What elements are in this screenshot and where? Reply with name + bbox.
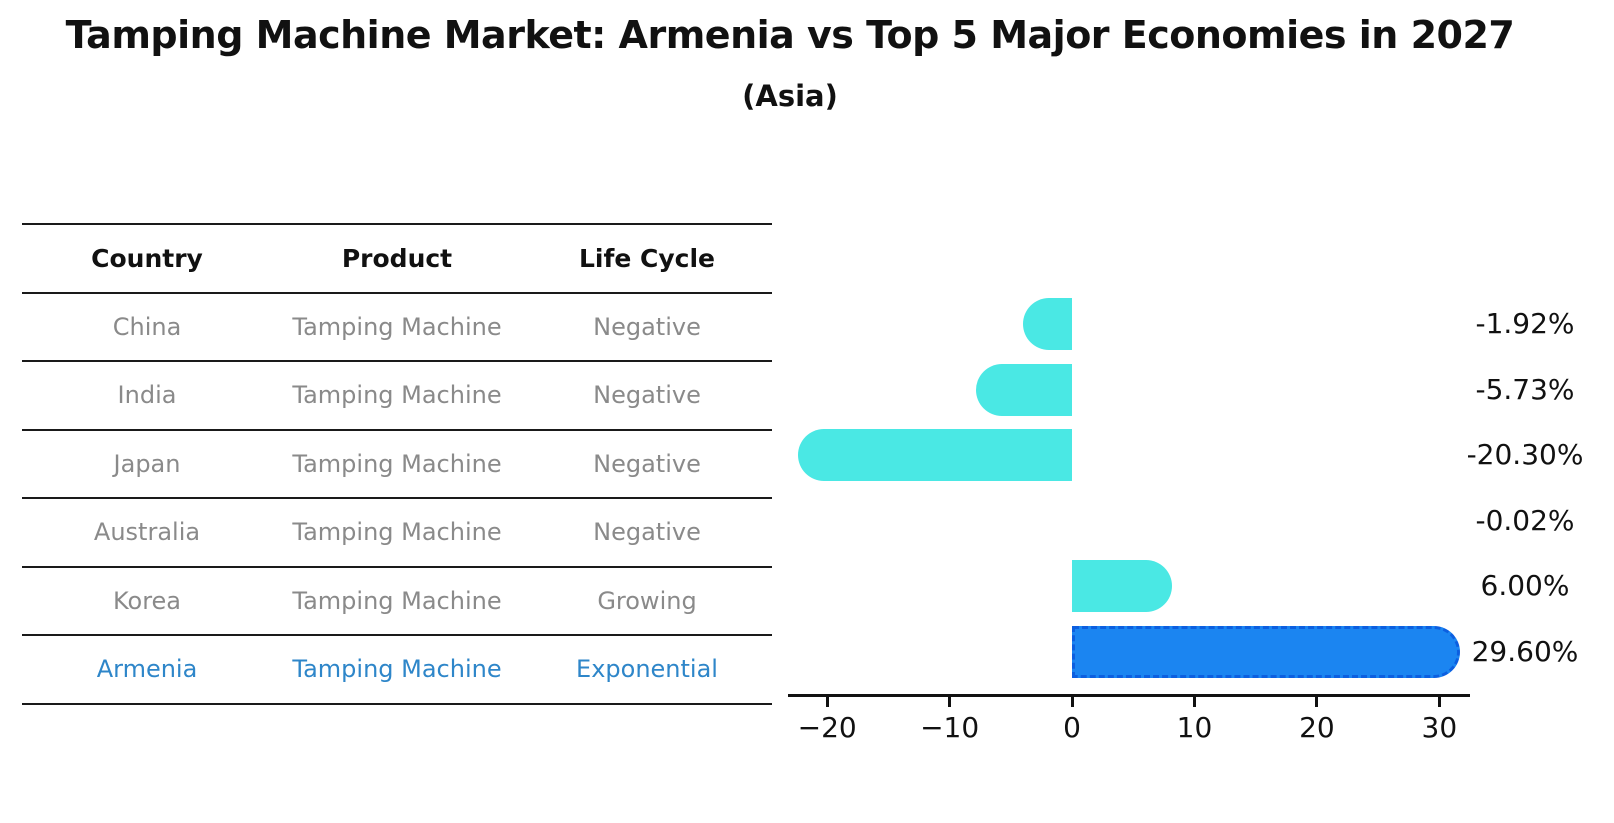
table-cell-life-cycle: Negative bbox=[593, 518, 701, 547]
table-cell-country: China bbox=[112, 312, 182, 341]
bar-china bbox=[1022, 298, 1073, 350]
x-axis-tick-label: 20 bbox=[1299, 711, 1335, 744]
x-axis-tick-label: 10 bbox=[1176, 711, 1213, 744]
value-label: -0.02% bbox=[1475, 503, 1575, 537]
table-row: Korea Tamping Machine Growing bbox=[22, 565, 772, 635]
table-cell-life-cycle: Growing bbox=[597, 586, 697, 615]
table-row: India Tamping Machine Negative bbox=[22, 360, 772, 429]
bar-korea bbox=[1072, 560, 1172, 612]
table-cell-country: Korea bbox=[112, 586, 182, 615]
table-cell-life-cycle: Negative bbox=[593, 449, 701, 478]
bar-armenia bbox=[1072, 625, 1461, 678]
table-cell-country: India bbox=[117, 381, 177, 410]
table-cell-product: Tamping Machine bbox=[292, 312, 502, 341]
x-axis-tick bbox=[948, 697, 952, 707]
x-axis-tick bbox=[1070, 697, 1074, 707]
bar-japan bbox=[797, 429, 1073, 481]
value-label: -5.73% bbox=[1475, 372, 1575, 406]
bar-india bbox=[975, 363, 1073, 416]
table-row: Australia Tamping Machine Negative bbox=[22, 497, 772, 566]
table-cell-life-cycle: Negative bbox=[593, 381, 701, 410]
x-axis-tick bbox=[1437, 697, 1441, 707]
table-cell-life-cycle: Negative bbox=[593, 312, 701, 341]
x-axis-tick-label: 30 bbox=[1421, 711, 1458, 744]
table-cell-country: Japan bbox=[113, 449, 181, 478]
value-label: -1.92% bbox=[1475, 307, 1575, 340]
country-table: Country Product Life Cycle China Tamping … bbox=[22, 223, 772, 705]
table-cell-product: Tamping Machine bbox=[292, 518, 502, 547]
table-cell-product: Tamping Machine bbox=[292, 655, 502, 684]
x-axis-tick-label: −10 bbox=[920, 711, 980, 744]
header-cell-lifecycle: Life Cycle bbox=[578, 243, 716, 273]
table-header-row: Country Product Life Cycle bbox=[22, 223, 772, 292]
table-cell-product: Tamping Machine bbox=[292, 586, 502, 615]
table-row: Armenia Tamping Machine Exponential bbox=[22, 634, 772, 705]
table-cell-country: Armenia bbox=[96, 655, 198, 684]
chart-title: Tamping Machine Market: Armenia vs Top 5… bbox=[65, 13, 1515, 57]
table-cell-life-cycle: Exponential bbox=[576, 655, 718, 684]
header-cell-country: Country bbox=[91, 243, 203, 273]
table-cell-product: Tamping Machine bbox=[292, 381, 502, 410]
table-row: Japan Tamping Machine Negative bbox=[22, 428, 772, 498]
x-axis-tick bbox=[825, 697, 829, 707]
table-row: China Tamping Machine Negative bbox=[22, 291, 772, 361]
value-label: 6.00% bbox=[1480, 569, 1570, 602]
x-axis-tick-label: 0 bbox=[1063, 711, 1081, 744]
x-axis-tick-label: −20 bbox=[797, 711, 857, 744]
value-label: 29.60% bbox=[1471, 634, 1579, 668]
x-axis-tick bbox=[1193, 697, 1196, 707]
table-cell-product: Tamping Machine bbox=[292, 449, 502, 478]
x-axis-tick bbox=[1315, 697, 1319, 707]
table-cell-country: Australia bbox=[93, 518, 201, 547]
header-cell-product: Product bbox=[341, 243, 453, 273]
value-label: -20.30% bbox=[1466, 438, 1584, 471]
x-axis-line bbox=[788, 694, 1470, 697]
chart-subtitle: (Asia) bbox=[742, 79, 838, 113]
